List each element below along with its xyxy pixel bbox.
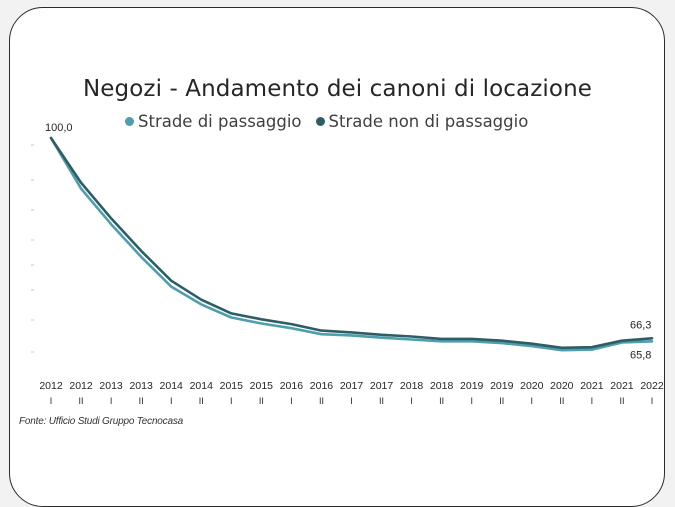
chart-legend: Strade di passaggio Strade non di passag… (125, 112, 528, 131)
x-tick-year-19: 2021 (610, 380, 634, 392)
x-tick-year-15: 2019 (490, 380, 514, 392)
chart-title: Negozi - Andamento dei canoni di locazio… (82, 76, 593, 102)
legend-marker-series-1 (125, 117, 134, 126)
series-line-2 (49, 136, 654, 350)
x-tick-half-1: II (79, 396, 84, 406)
data-label-end-series-1: 65,8 (630, 349, 651, 361)
x-tick-half-20: I (651, 396, 654, 406)
x-tick-year-9: 2016 (310, 380, 334, 392)
x-tick-half-18: I (591, 396, 594, 406)
legend-item-strade-non-di-passaggio: Strade non di passaggio (315, 112, 529, 131)
x-tick-year-7: 2015 (250, 380, 274, 392)
x-tick-half-2: I (110, 396, 113, 406)
x-tick-year-12: 2018 (400, 380, 424, 392)
x-tick-year-0: 2012 (39, 380, 63, 392)
data-label-start: 100,0 (45, 122, 73, 134)
x-tick-year-13: 2018 (430, 380, 454, 392)
x-tick-half-17: II (559, 396, 564, 406)
x-tick-half-19: II (619, 396, 624, 406)
data-label-end-series-2: 66,3 (630, 319, 651, 331)
x-tick-half-13: II (439, 396, 444, 406)
data-labels: 100,0 66,3 65,8 (45, 122, 651, 361)
x-tick-half-11: II (379, 396, 384, 406)
x-tick-half-6: I (230, 396, 233, 406)
x-tick-year-20: 2022 (640, 380, 664, 392)
x-tick-year-1: 2012 (69, 380, 93, 392)
x-tick-half-14: I (470, 396, 473, 406)
x-tick-half-7: II (259, 396, 264, 406)
x-axis: 2012I2012II2013I2013II2014I2014II2015I20… (39, 380, 664, 406)
x-tick-year-17: 2020 (550, 380, 574, 392)
x-tick-year-8: 2016 (280, 380, 304, 392)
x-tick-half-0: I (50, 396, 53, 406)
x-tick-year-14: 2019 (460, 380, 484, 392)
x-tick-year-16: 2020 (520, 380, 544, 392)
source-note: Fonte: Ufficio Studi Gruppo Tecnocasa (19, 416, 183, 427)
x-tick-year-18: 2021 (580, 380, 604, 392)
x-tick-half-10: I (350, 396, 353, 406)
legend-marker-series-2 (315, 117, 325, 126)
x-tick-year-4: 2014 (160, 380, 184, 392)
series-line-1 (49, 136, 654, 352)
legend-label-series-1: Strade di passaggio (138, 112, 302, 131)
x-tick-half-3: II (139, 396, 144, 406)
x-tick-half-16: I (531, 396, 534, 406)
x-tick-half-4: I (170, 396, 173, 406)
x-tick-year-10: 2017 (340, 380, 364, 392)
legend-item-strade-di-passaggio: Strade di passaggio (125, 112, 302, 131)
y-axis-ticks (31, 144, 34, 353)
x-tick-year-6: 2015 (220, 380, 244, 392)
x-tick-year-3: 2013 (129, 380, 153, 392)
x-tick-half-15: II (499, 396, 504, 406)
chart-card (9, 7, 665, 507)
x-tick-half-9: II (319, 396, 324, 406)
x-tick-year-11: 2017 (370, 380, 394, 392)
x-tick-year-2: 2013 (99, 380, 123, 392)
series-lines (49, 136, 654, 352)
legend-label-series-2: Strade non di passaggio (328, 112, 529, 131)
x-tick-year-5: 2014 (190, 380, 214, 392)
x-tick-half-12: I (410, 396, 413, 406)
x-tick-half-8: I (290, 396, 293, 406)
x-tick-half-5: II (199, 396, 204, 406)
